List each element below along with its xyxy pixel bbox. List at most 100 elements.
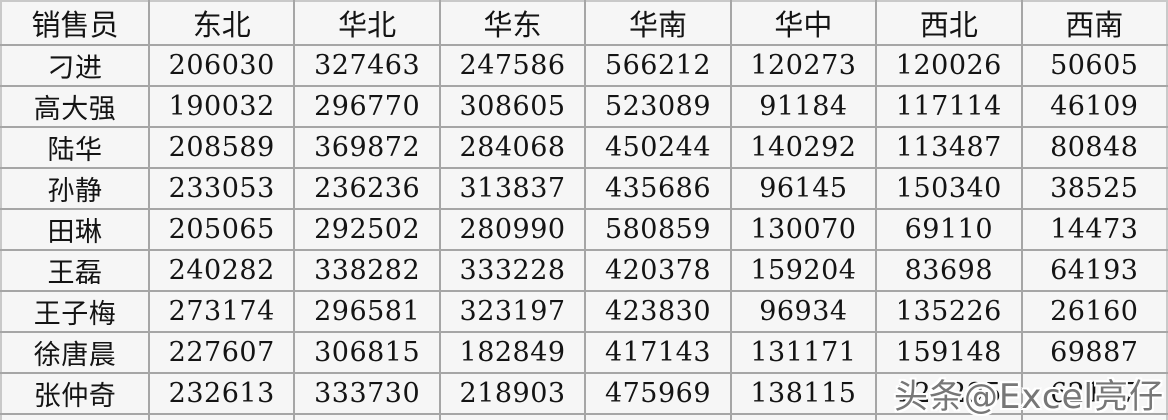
value-cell[interactable]: 129295 (875, 372, 1023, 415)
value-cell[interactable]: 284068 (438, 126, 587, 169)
header-cell-region[interactable]: 华南 (584, 0, 732, 46)
value-cell[interactable]: 38525 (1020, 167, 1168, 210)
header-cell-salesperson[interactable]: 销售员 (0, 0, 150, 46)
value-cell[interactable]: 227607 (147, 331, 296, 374)
value-cell[interactable]: 64193 (1020, 249, 1168, 292)
value-cell[interactable]: 450244 (584, 126, 732, 169)
value-cell[interactable]: 113487 (875, 126, 1023, 169)
value-cell[interactable]: 135226 (875, 290, 1023, 333)
value-cell[interactable]: 566212 (584, 44, 732, 87)
value-cell[interactable]: 417143 (584, 331, 732, 374)
value-cell[interactable]: 232613 (147, 372, 296, 415)
header-cell-region[interactable]: 华中 (729, 0, 878, 46)
value-cell[interactable]: 80848 (1020, 126, 1168, 169)
value-cell[interactable]: 247586 (438, 44, 587, 87)
value-cell[interactable]: 106811 (729, 413, 878, 420)
value-cell[interactable]: 83698 (875, 249, 1023, 292)
header-cell-region[interactable]: 华北 (293, 0, 441, 46)
value-cell[interactable]: 66253 (875, 413, 1023, 420)
value-cell[interactable]: 130070 (729, 208, 878, 251)
salesperson-cell[interactable]: 赵生 (0, 413, 150, 420)
header-row: 销售员 东北 华北 华东 华南 华中 西北 西南 (0, 0, 1168, 46)
value-cell[interactable]: 333228 (438, 249, 587, 292)
header-cell-region[interactable]: 华东 (438, 0, 587, 46)
value-cell[interactable]: 62147 (1020, 372, 1168, 415)
value-cell[interactable]: 14473 (1020, 208, 1168, 251)
salesperson-cell[interactable]: 孙静 (0, 167, 150, 210)
table-body: 刁进 206030 327463 247586 566212 120273 120026 50… (0, 44, 1168, 420)
value-cell[interactable]: 236236 (293, 167, 441, 210)
value-cell[interactable]: 304247 (293, 413, 441, 420)
salesperson-cell[interactable]: 张仲奇 (0, 372, 150, 415)
value-cell[interactable]: 475969 (584, 372, 732, 415)
value-cell[interactable]: 233053 (147, 167, 296, 210)
value-cell[interactable]: 308605 (438, 85, 587, 128)
value-cell[interactable]: 26160 (1020, 290, 1168, 333)
value-cell[interactable]: 435686 (584, 167, 732, 210)
value-cell[interactable]: 50605 (1020, 44, 1168, 87)
table-row: 张仲奇 232613 333730 218903 475969 138115 129295 6… (0, 372, 1168, 415)
value-cell[interactable]: 40614 (1020, 413, 1168, 420)
salesperson-cell[interactable]: 陆华 (0, 126, 150, 169)
value-cell[interactable]: 91184 (729, 85, 878, 128)
value-cell[interactable]: 69110 (875, 208, 1023, 251)
salesperson-cell[interactable]: 徐唐晨 (0, 331, 150, 374)
value-cell[interactable]: 280990 (438, 208, 587, 251)
value-cell[interactable]: 481862 (584, 413, 732, 420)
value-cell[interactable]: 423830 (584, 290, 732, 333)
value-cell[interactable]: 131171 (729, 331, 878, 374)
header-cell-region[interactable]: 西北 (875, 0, 1023, 46)
value-cell[interactable]: 369872 (293, 126, 441, 169)
table-row: 刁进 206030 327463 247586 566212 120273 120026 50… (0, 44, 1168, 87)
value-cell[interactable]: 313837 (438, 167, 587, 210)
value-cell[interactable]: 206030 (147, 44, 296, 87)
value-cell[interactable]: 273174 (147, 290, 296, 333)
value-cell[interactable]: 306815 (293, 331, 441, 374)
value-cell[interactable]: 292502 (293, 208, 441, 251)
table-row: 陆华 208589 369872 284068 450244 140292 113487 80… (0, 126, 1168, 169)
salesperson-cell[interactable]: 高大强 (0, 85, 150, 128)
value-cell[interactable]: 323197 (438, 290, 587, 333)
salesperson-cell[interactable]: 王磊 (0, 249, 150, 292)
value-cell[interactable]: 190032 (147, 85, 296, 128)
value-cell[interactable]: 159204 (729, 249, 878, 292)
value-cell[interactable]: 120026 (875, 44, 1023, 87)
value-cell[interactable]: 327463 (293, 44, 441, 87)
table-row: 徐唐晨 227607 306815 182849 417143 131171 159148 6… (0, 331, 1168, 374)
value-cell[interactable]: 319811 (438, 413, 587, 420)
table-row: 王磊 240282 338282 333228 420378 159204 83698 641… (0, 249, 1168, 292)
value-cell[interactable]: 117114 (875, 85, 1023, 128)
value-cell[interactable]: 240282 (147, 249, 296, 292)
value-cell[interactable]: 218903 (438, 372, 587, 415)
table-row: 孙静 233053 236236 313837 435686 96145 150340 385… (0, 167, 1168, 210)
value-cell[interactable]: 333730 (293, 372, 441, 415)
value-cell[interactable]: 120273 (729, 44, 878, 87)
salesperson-cell[interactable]: 刁进 (0, 44, 150, 87)
value-cell[interactable]: 182849 (438, 331, 587, 374)
value-cell[interactable]: 96934 (729, 290, 878, 333)
value-cell[interactable]: 140292 (729, 126, 878, 169)
value-cell[interactable]: 159148 (875, 331, 1023, 374)
value-cell[interactable]: 296581 (293, 290, 441, 333)
table-row: 高大强 190032 296770 308605 523089 91184 117114 46… (0, 85, 1168, 128)
header-cell-region[interactable]: 东北 (147, 0, 296, 46)
value-cell[interactable]: 296770 (293, 85, 441, 128)
value-cell[interactable]: 69887 (1020, 331, 1168, 374)
value-cell[interactable]: 205065 (147, 208, 296, 251)
value-cell[interactable]: 46109 (1020, 85, 1168, 128)
value-cell[interactable]: 580859 (584, 208, 732, 251)
value-cell[interactable]: 96145 (729, 167, 878, 210)
salesperson-cell[interactable]: 田琳 (0, 208, 150, 251)
value-cell[interactable]: 338282 (293, 249, 441, 292)
value-cell[interactable]: 523089 (584, 85, 732, 128)
value-cell[interactable]: 420378 (584, 249, 732, 292)
table-row: 王子梅 273174 296581 323197 423830 96934 135226 26… (0, 290, 1168, 333)
header-cell-region[interactable]: 西南 (1020, 0, 1168, 46)
value-cell[interactable]: 193643 (147, 413, 296, 420)
salesperson-cell[interactable]: 王子梅 (0, 290, 150, 333)
value-cell[interactable]: 208589 (147, 126, 296, 169)
value-cell[interactable]: 150340 (875, 167, 1023, 210)
value-cell[interactable]: 138115 (729, 372, 878, 415)
